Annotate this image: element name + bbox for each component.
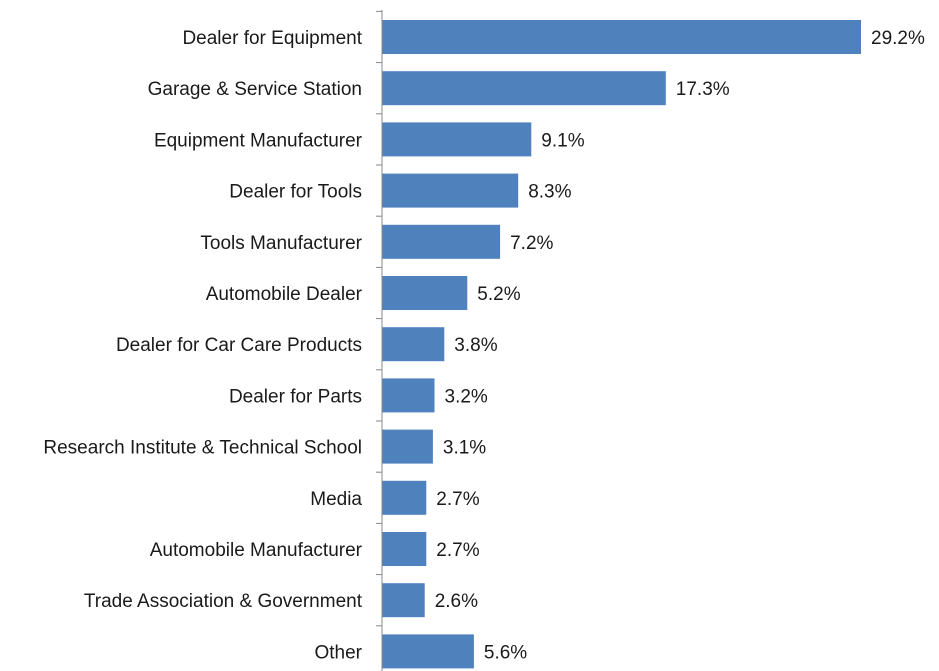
- bar: [382, 378, 435, 413]
- category-label: Trade Association & Government: [84, 591, 363, 612]
- category-label: Automobile Manufacturer: [150, 540, 363, 561]
- category-label: Dealer for Tools: [229, 182, 362, 203]
- value-label: 17.3%: [676, 79, 730, 100]
- category-label: Research Institute & Technical School: [43, 438, 362, 459]
- bars-group: [382, 20, 861, 669]
- bar: [382, 276, 468, 310]
- category-label: Other: [314, 642, 362, 663]
- value-label: 3.1%: [443, 438, 486, 459]
- value-label: 2.6%: [435, 591, 478, 612]
- category-label: Dealer for Car Care Products: [116, 335, 362, 356]
- value-label: 9.1%: [541, 130, 584, 151]
- value-label: 29.2%: [871, 28, 925, 49]
- bar: [382, 20, 861, 54]
- value-label: 3.2%: [445, 386, 488, 407]
- value-label: 5.2%: [477, 284, 520, 305]
- bar: [382, 480, 427, 515]
- category-label: Tools Manufacturer: [200, 233, 362, 254]
- category-label: Equipment Manufacturer: [154, 130, 363, 151]
- category-label: Media: [310, 489, 362, 510]
- category-label: Garage & Service Station: [148, 79, 362, 100]
- value-label: 8.3%: [528, 182, 571, 203]
- bar: [382, 122, 532, 157]
- bar: [382, 429, 433, 464]
- bar: [382, 224, 501, 259]
- bar: [382, 327, 445, 362]
- value-labels: 29.2% 17.3% 9.1% 8.3% 7.2% 5.2% 3.8% 3.2% 3.1% 2.…: [435, 28, 925, 663]
- bar: [382, 173, 519, 208]
- value-label: 3.8%: [454, 335, 497, 356]
- category-label: Dealer for Equipment: [182, 28, 362, 49]
- value-label: 2.7%: [436, 489, 479, 510]
- bar: [382, 71, 666, 106]
- category-label: Dealer for Parts: [229, 386, 362, 407]
- y-axis: [376, 10, 383, 671]
- value-label: 7.2%: [510, 233, 553, 254]
- category-label: Automobile Dealer: [206, 284, 363, 305]
- bar: [382, 634, 474, 669]
- bar: [382, 583, 425, 618]
- value-label: 2.7%: [436, 540, 479, 561]
- bar: [382, 532, 427, 566]
- category-labels: Dealer for Equipment Garage & Service Sta…: [43, 28, 362, 663]
- value-label: 5.6%: [484, 642, 527, 663]
